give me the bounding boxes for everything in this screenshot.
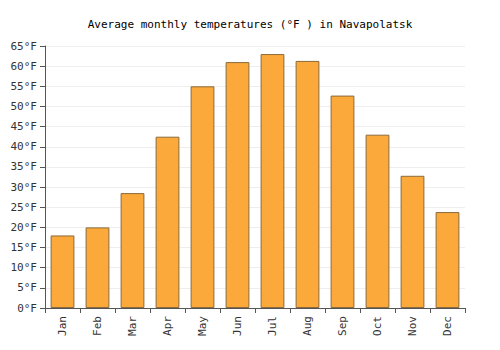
svg-text:60°F: 60°F — [11, 60, 38, 73]
svg-text:30°F: 30°F — [11, 181, 38, 194]
svg-text:May: May — [196, 316, 209, 336]
svg-text:50°F: 50°F — [11, 100, 38, 113]
svg-text:Jul: Jul — [266, 316, 279, 336]
svg-text:45°F: 45°F — [11, 120, 38, 133]
svg-text:Sep: Sep — [336, 316, 349, 336]
svg-text:Aug: Aug — [301, 316, 314, 336]
svg-text:Nov: Nov — [406, 316, 419, 336]
svg-text:25°F: 25°F — [11, 201, 38, 214]
svg-text:Apr: Apr — [161, 316, 174, 336]
svg-text:Average monthly temperatures (: Average monthly temperatures (°F ) in Na… — [88, 18, 413, 31]
svg-text:Jun: Jun — [231, 316, 244, 336]
svg-text:65°F: 65°F — [11, 40, 38, 53]
svg-text:Jan: Jan — [56, 316, 69, 336]
svg-text:Mar: Mar — [126, 316, 139, 336]
svg-text:55°F: 55°F — [11, 80, 38, 93]
svg-text:Dec: Dec — [441, 316, 454, 336]
svg-text:5°F: 5°F — [17, 281, 37, 294]
svg-text:0°F: 0°F — [17, 302, 37, 315]
svg-text:15°F: 15°F — [11, 241, 38, 254]
svg-text:20°F: 20°F — [11, 221, 38, 234]
svg-text:Feb: Feb — [91, 316, 104, 336]
svg-text:10°F: 10°F — [11, 261, 38, 274]
svg-text:35°F: 35°F — [11, 160, 38, 173]
svg-text:Oct: Oct — [371, 316, 384, 336]
svg-text:40°F: 40°F — [11, 140, 38, 153]
